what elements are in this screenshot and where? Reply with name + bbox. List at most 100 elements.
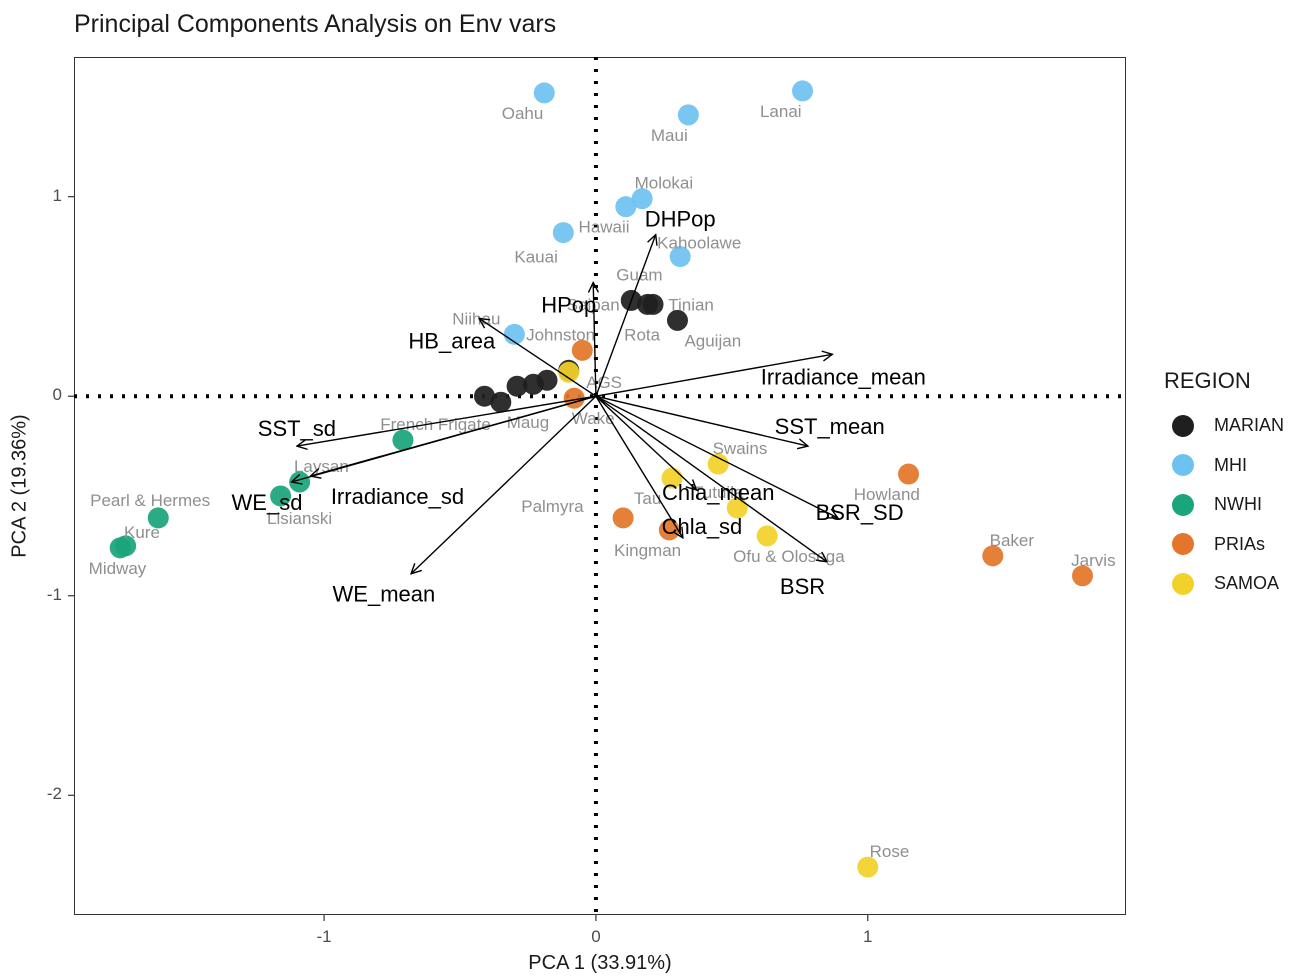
y-tick-label: 0 [52,385,62,405]
data-point [756,525,778,547]
site-label: Baker [990,531,1035,550]
legend-dot [1172,493,1194,516]
data-point [552,222,574,244]
y-tick-label: -2 [46,784,62,804]
loading-label: WE_mean [333,582,436,607]
data-point [631,188,653,210]
data-point [147,507,169,529]
data-point [612,507,634,529]
loading-arrow [297,395,597,446]
site-label: Kauai [514,248,557,267]
data-point [666,309,688,331]
loading-arrow [595,354,832,397]
data-point [898,463,920,485]
legend-items: MARIAN MHI NWHI PRIAs SAMOA [1164,406,1284,604]
site-label: Rota [624,325,660,344]
site-label: Swains [713,439,768,458]
site-label: Lisianski [267,509,332,528]
legend: REGION MARIAN MHI NWHI PRIAs SAMOA [1164,368,1284,604]
site-label: Kingman [614,541,681,560]
loading-arrow [595,395,683,538]
y-axis-label: PCA 2 (19.36%) [8,414,31,558]
site-label: Jarvis [1071,551,1115,570]
data-point [503,323,525,345]
site-label: Tau [634,489,661,508]
legend-label: MARIAN [1214,415,1285,436]
data-point [669,246,691,268]
plot-panel [74,57,1126,915]
loading-label: WE_sd [232,490,303,515]
loading-arrow [595,235,656,397]
legend-dot [1172,414,1194,437]
data-point [558,361,580,383]
site-label: Maui [651,126,688,145]
site-label: Hawaii [579,218,630,237]
data-point [109,537,131,559]
legend-item: SAMOA [1164,564,1284,604]
loading-arrow [595,395,838,518]
loading-label: Irradiance_sd [331,484,464,509]
site-label: Rose [870,842,910,861]
legend-item: PRIAs [1164,525,1284,565]
loading-label: BSR [780,574,825,599]
data-point [536,369,558,391]
site-label: Tutuila [693,483,744,502]
site-label: Wake [572,409,615,428]
site-label: Johnston [526,325,595,344]
legend-item: MHI [1164,446,1284,486]
site-label: Molokai [635,174,694,193]
site-label: Niihau [452,309,500,328]
data-point [726,497,748,519]
data-point [571,339,593,361]
loading-label: BSR_SD [816,500,904,525]
loading-arrow [411,395,597,574]
loading-label: Chla_sd [662,514,743,539]
data-point [270,485,292,507]
legend-title: REGION [1164,368,1251,393]
legend-label: PRIAs [1214,533,1266,554]
data-point [982,545,1004,567]
data-point [506,375,528,397]
loading-arrow [479,318,597,397]
data-point [490,391,512,413]
loading-label: HB_area [408,328,496,353]
site-label: French Frigate [380,415,491,434]
site-label: Lanai [760,102,802,121]
loading-label: Chla_mean [662,480,775,505]
chart-title: Principal Components Analysis on Env var… [74,10,557,38]
site-label: Guam [616,265,662,284]
legend-label: MHI [1214,454,1247,475]
data-point [392,429,414,451]
site-label: Laysan [294,457,349,476]
loading-label: SST_mean [775,414,885,439]
site-label: Kure [124,523,160,542]
legend-dot [1172,572,1194,595]
site-label: Kahoolawe [657,234,741,253]
x-tick-label: 1 [863,927,873,946]
legend-item: NWHI [1164,485,1284,525]
site-label: Tinian [668,295,714,314]
data-point [1072,565,1094,587]
data-point [533,82,555,104]
site-label: Ofu & Olosega [733,547,845,566]
legend-item: MARIAN [1164,406,1284,446]
loading-label: SST_sd [258,416,336,441]
loading-arrow [595,395,827,562]
site-label: Palmyra [521,497,584,516]
data-point [707,453,729,475]
legend-dot [1172,533,1194,556]
legend-dot [1172,454,1194,477]
data-point [642,293,664,315]
site-label: Aguijan [684,331,741,350]
site-label: Pearl & Hermes [90,491,210,510]
x-tick-label: 0 [591,927,601,946]
site-label: Howland [854,485,920,504]
legend-label: SAMOA [1214,573,1280,594]
y-tick-label: 1 [52,185,62,205]
x-tick-label: -1 [316,927,332,946]
site-label: Oahu [502,104,544,123]
loading-label: DHPop [645,207,716,232]
data-point [857,856,879,878]
loading-arrow [595,395,808,446]
